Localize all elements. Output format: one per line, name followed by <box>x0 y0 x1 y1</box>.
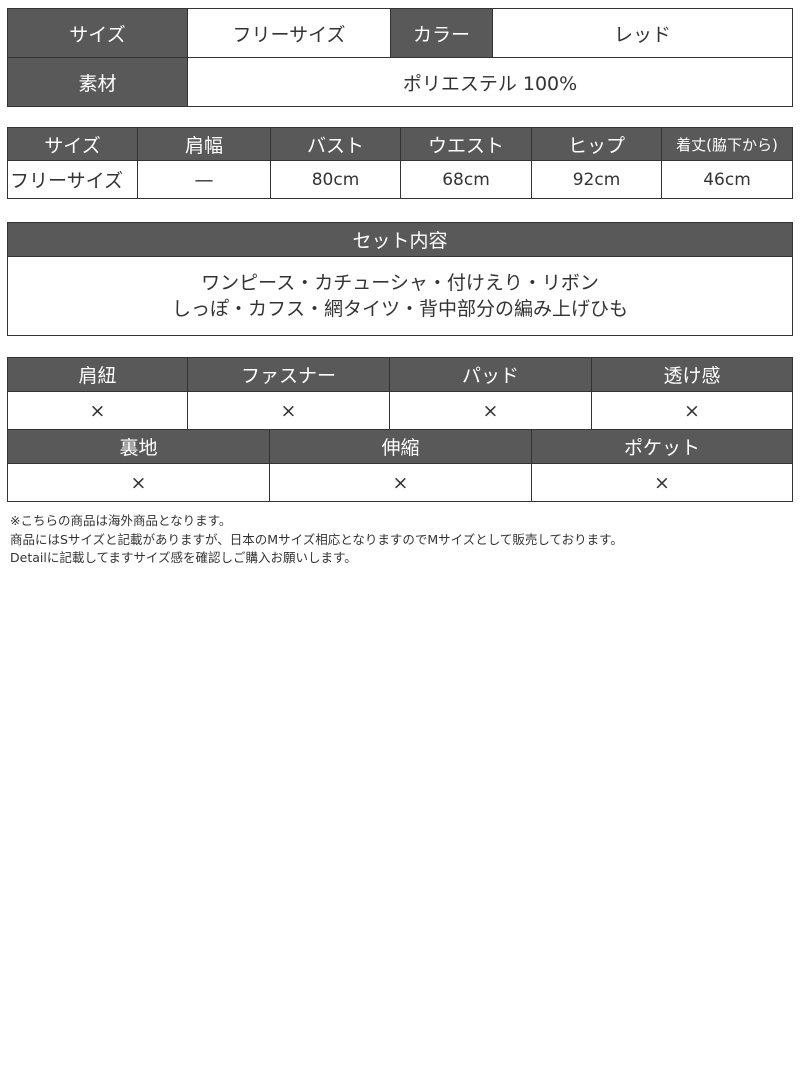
header-cell: ウエスト <box>400 127 532 161</box>
features-table-1: 肩紐 ファスナー パッド 透け感 × × × × <box>7 357 793 430</box>
value-cell: × <box>7 391 188 430</box>
size-value: フリーサイズ <box>187 8 391 58</box>
header-cell: 伸縮 <box>269 429 532 464</box>
header-cell: 肩紐 <box>7 357 188 392</box>
note-line: ※こちらの商品は海外商品となります。 <box>10 513 232 528</box>
material-value: ポリエステル 100% <box>187 57 793 107</box>
notes: ※こちらの商品は海外商品となります。 商品にはSサイズと記載がありますが、日本の… <box>10 512 623 568</box>
value-cell: 92cm <box>531 160 662 199</box>
set-contents-line: しっぽ・カフス・網タイツ・背中部分の編み上げひも <box>171 298 628 320</box>
basic-info-table: サイズ フリーサイズ カラー レッド 素材 ポリエステル 100% <box>7 8 793 107</box>
set-contents-cell: ワンピース・カチューシャ・付けえり・リボンしっぽ・カフス・網タイツ・背中部分の編… <box>7 256 793 336</box>
color-label: カラー <box>390 8 493 58</box>
measurements-table: サイズ 肩幅 バスト ウエスト ヒップ 着丈(脇下から) フリーサイズ — 80… <box>7 127 793 199</box>
header-cell: パッド <box>389 357 592 392</box>
value-cell: × <box>269 463 532 502</box>
value-cell: × <box>7 463 270 502</box>
value-cell: フリーサイズ <box>7 160 138 199</box>
value-cell: — <box>137 160 271 199</box>
value-cell: 68cm <box>400 160 532 199</box>
features-table-2: 裏地 伸縮 ポケット × × × <box>7 429 793 502</box>
value-cell: × <box>389 391 592 430</box>
header-cell: 裏地 <box>7 429 270 464</box>
set-contents-header: セット内容 <box>7 222 793 257</box>
header-cell: 透け感 <box>591 357 793 392</box>
header-cell: 着丈(脇下から) <box>661 127 793 161</box>
header-cell: ファスナー <box>187 357 390 392</box>
note-line: Detailに記載してますサイズ感を確認しご購入お願いします。 <box>10 550 357 565</box>
value-cell: 80cm <box>270 160 401 199</box>
material-label: 素材 <box>7 57 188 107</box>
header-cell: ヒップ <box>531 127 662 161</box>
color-value: レッド <box>492 8 793 58</box>
header-cell: 肩幅 <box>137 127 271 161</box>
header-cell: バスト <box>270 127 401 161</box>
value-cell: × <box>591 391 793 430</box>
header-cell: サイズ <box>7 127 138 161</box>
size-label: サイズ <box>7 8 188 58</box>
value-cell: 46cm <box>661 160 793 199</box>
value-cell: × <box>187 391 390 430</box>
set-contents-table: セット内容 ワンピース・カチューシャ・付けえり・リボンしっぽ・カフス・網タイツ・… <box>7 222 793 336</box>
note-line: 商品にはSサイズと記載がありますが、日本のMサイズ相応となりますのでMサイズとし… <box>10 531 623 547</box>
value-cell: × <box>531 463 793 502</box>
set-contents-line: ワンピース・カチューシャ・付けえり・リボン <box>201 272 599 294</box>
header-cell: ポケット <box>531 429 793 464</box>
